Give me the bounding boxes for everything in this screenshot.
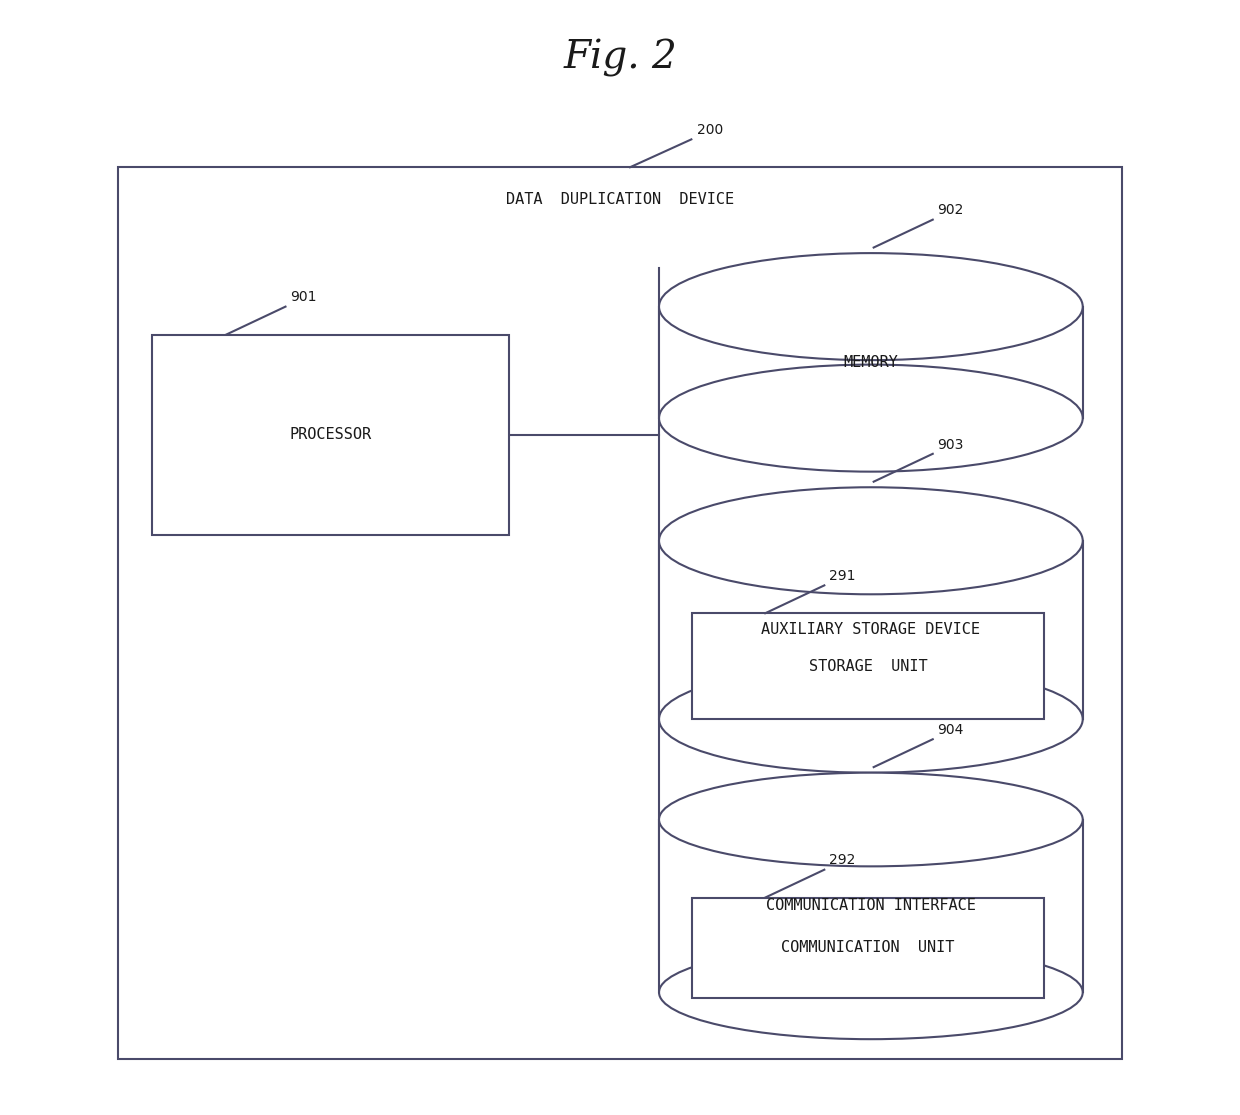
Text: 901: 901 [290, 290, 316, 304]
Text: AUXILIARY STORAGE DEVICE: AUXILIARY STORAGE DEVICE [761, 622, 981, 638]
Text: 200: 200 [697, 123, 723, 137]
Text: COMMUNICATION INTERFACE: COMMUNICATION INTERFACE [766, 899, 976, 913]
Text: 903: 903 [937, 437, 963, 452]
FancyBboxPatch shape [658, 541, 1083, 719]
FancyBboxPatch shape [692, 613, 1044, 719]
FancyBboxPatch shape [151, 334, 508, 535]
Ellipse shape [658, 773, 1083, 866]
FancyBboxPatch shape [692, 898, 1044, 998]
Text: PROCESSOR: PROCESSOR [289, 427, 371, 443]
Text: COMMUNICATION  UNIT: COMMUNICATION UNIT [781, 940, 955, 956]
Text: MEMORY: MEMORY [843, 355, 898, 370]
Text: 904: 904 [937, 723, 963, 737]
Text: 292: 292 [828, 853, 856, 867]
Ellipse shape [658, 365, 1083, 472]
Ellipse shape [658, 253, 1083, 360]
Text: Fig. 2: Fig. 2 [563, 39, 677, 77]
Ellipse shape [658, 946, 1083, 1039]
Ellipse shape [658, 666, 1083, 773]
Text: 291: 291 [828, 569, 856, 583]
FancyBboxPatch shape [658, 820, 1083, 992]
FancyBboxPatch shape [658, 307, 1083, 418]
Text: DATA  DUPLICATION  DEVICE: DATA DUPLICATION DEVICE [506, 192, 734, 206]
Text: STORAGE  UNIT: STORAGE UNIT [808, 659, 928, 673]
Ellipse shape [658, 487, 1083, 594]
Text: 902: 902 [937, 203, 963, 217]
